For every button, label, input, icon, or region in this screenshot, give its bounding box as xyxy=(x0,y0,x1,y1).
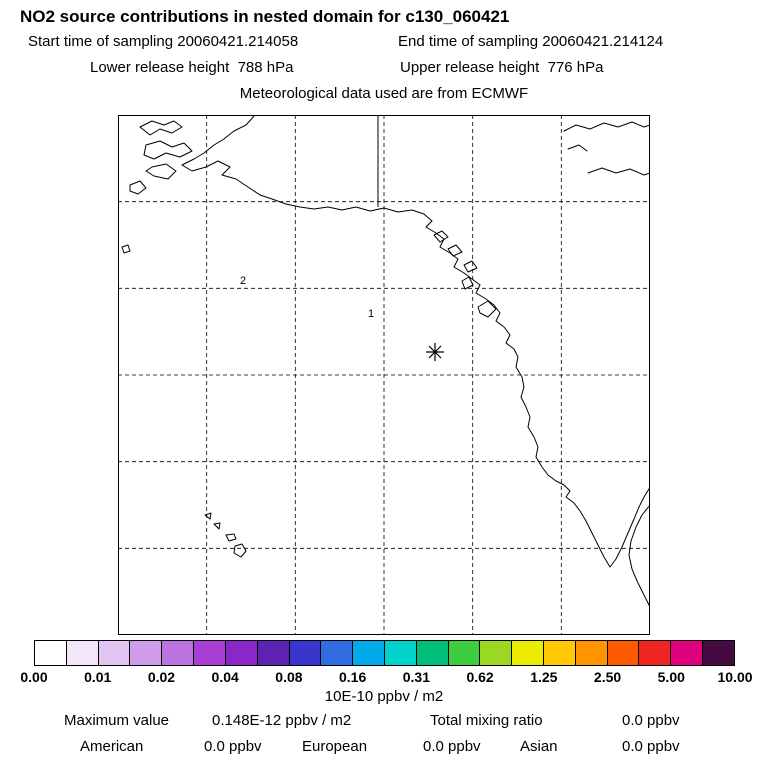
colorbar-segment xyxy=(256,641,289,665)
colorbar-segment xyxy=(129,641,162,665)
colorbar-segment xyxy=(65,641,98,665)
colorbar-tick-label: 0.04 xyxy=(211,669,239,685)
region-asian-label: Asian xyxy=(520,738,558,755)
colorbar-segments xyxy=(34,640,735,666)
grid-lines xyxy=(118,115,650,635)
colorbar-segment xyxy=(193,641,225,665)
map-border xyxy=(118,115,650,635)
nest-label-1: 1 xyxy=(368,308,374,320)
colorbar-segment xyxy=(543,641,575,665)
colorbar-segment xyxy=(447,641,480,665)
total-mixing-ratio-label: Total mixing ratio xyxy=(430,712,543,729)
coastlines xyxy=(121,115,650,608)
release-marker-icon xyxy=(426,343,444,361)
colorbar-segment xyxy=(224,641,257,665)
page-title: NO2 source contributions in nested domai… xyxy=(20,7,510,26)
colorbar-tick-label: 0.02 xyxy=(147,669,176,685)
maximum-value-label: Maximum value xyxy=(64,712,170,729)
colorbar-segment xyxy=(479,641,512,665)
colorbar-segment xyxy=(702,641,734,665)
colorbar-segment xyxy=(161,641,194,665)
colorbar-segment xyxy=(352,641,384,665)
colorbar-segment xyxy=(511,641,543,665)
colorbar-ticks: 0.00 0.01 0.02 0.04 0.08 0.16 0.31 0.62 1.25 2.50… xyxy=(20,669,752,685)
colorbar-segment xyxy=(638,641,671,665)
region-european-label: European xyxy=(302,738,368,755)
colorbar-segment xyxy=(415,641,448,665)
region-european-value: 0.0 ppbv xyxy=(423,738,481,755)
nest-label-2: 2 xyxy=(240,275,246,287)
colorbar-segment xyxy=(670,641,703,665)
colorbar-tick-label: 0.01 xyxy=(84,669,112,685)
lower-release-text: Lower release height 788 hPa xyxy=(90,59,294,76)
region-american-value: 0.0 ppbv xyxy=(204,738,262,755)
colorbar-tick-label: 0.00 xyxy=(20,669,48,685)
colorbar-segment xyxy=(97,641,130,665)
total-mixing-ratio-value: 0.0 ppbv xyxy=(622,712,680,729)
maximum-value: 0.148E-12 ppbv / m2 xyxy=(212,712,352,729)
colorbar-tick-label: 0.08 xyxy=(275,669,303,685)
colorbar-segment xyxy=(606,641,639,665)
start-time-text: Start time of sampling 20060421.214058 xyxy=(28,33,299,50)
colorbar-segment xyxy=(383,641,416,665)
colorbar-segment xyxy=(320,641,353,665)
region-asian-value: 0.0 ppbv xyxy=(622,738,680,755)
colorbar-tick-label: 1.25 xyxy=(530,669,558,685)
colorbar-tick-label: 0.31 xyxy=(402,669,430,685)
colorbar-tick-label: 0.62 xyxy=(466,669,494,685)
colorbar-segment xyxy=(35,641,66,665)
colorbar-tick-label: 2.50 xyxy=(593,669,622,685)
colorbar-segment xyxy=(288,641,321,665)
met-data-text: Meteorological data used are from ECMWF xyxy=(239,85,529,102)
region-american-label: American xyxy=(80,738,144,755)
colorbar-tick-label: 5.00 xyxy=(657,669,685,685)
colorbar-tick-label: 0.16 xyxy=(339,669,367,685)
colorbar-segment xyxy=(574,641,607,665)
end-time-text: End time of sampling 20060421.214124 xyxy=(398,33,664,50)
colorbar-units-label: 10E-10 ppbv / m2 xyxy=(324,688,444,705)
colorbar-tick-label: 10.00 xyxy=(717,669,753,685)
map-canvas: 2 1 xyxy=(118,115,650,635)
upper-release-text: Upper release height 776 hPa xyxy=(400,59,604,76)
